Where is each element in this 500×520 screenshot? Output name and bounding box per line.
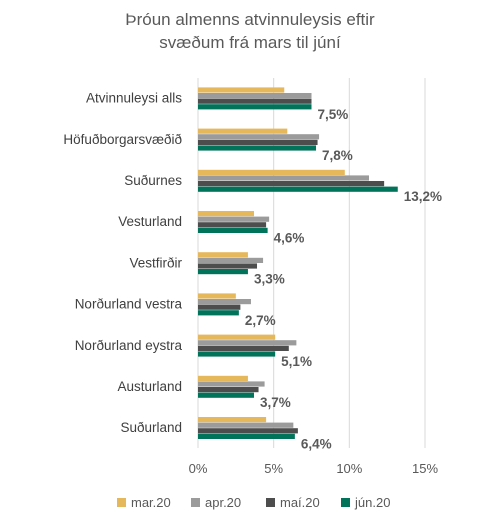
bar-jún.20-7	[198, 392, 254, 398]
category-label: Norðurland eystra	[75, 338, 183, 353]
data-label: 3,7%	[260, 395, 291, 410]
bar-mar.20-8	[198, 417, 267, 423]
bar-mar.20-3	[198, 211, 254, 217]
category-label: Höfuðborgarsvæðið	[63, 132, 182, 147]
category-label: Austurland	[117, 379, 182, 394]
legend-label: jún.20	[354, 495, 390, 510]
data-label: 6,4%	[301, 436, 332, 451]
category-label: Atvinnuleysi alls	[86, 91, 182, 106]
bar-maí.20-1	[198, 139, 318, 145]
bar-mar.20-5	[198, 293, 236, 299]
bar-jún.20-1	[198, 145, 317, 151]
bar-jún.20-2	[198, 186, 398, 192]
data-label: 13,2%	[404, 189, 442, 204]
bar-jún.20-3	[198, 227, 268, 233]
bar-maí.20-4	[198, 263, 258, 269]
bar-apr.20-3	[198, 216, 270, 222]
bar-maí.20-5	[198, 304, 241, 310]
category-label: Vesturland	[118, 214, 182, 229]
category-label: Suðurland	[120, 420, 182, 435]
bar-apr.20-5	[198, 299, 251, 305]
bar-jún.20-6	[198, 351, 276, 357]
data-label: 5,1%	[281, 354, 312, 369]
data-label: 2,7%	[245, 313, 276, 328]
data-label: 3,3%	[254, 272, 285, 287]
x-tick-label: 15%	[412, 461, 438, 476]
bar-jún.20-8	[198, 433, 295, 439]
legend-label: mar.20	[131, 495, 171, 510]
bar-jún.20-5	[198, 310, 239, 316]
bar-apr.20-8	[198, 422, 294, 428]
bar-mar.20-0	[198, 87, 285, 93]
category-label: Suðurnes	[124, 173, 182, 188]
x-tick-label: 0%	[189, 461, 208, 476]
legend-swatch-mar.20	[117, 498, 126, 507]
x-tick-label: 5%	[264, 461, 283, 476]
bar-mar.20-1	[198, 128, 288, 134]
bar-maí.20-7	[198, 387, 259, 393]
category-label: Vestfirðir	[129, 255, 182, 270]
bar-maí.20-0	[198, 98, 312, 104]
bar-maí.20-3	[198, 222, 267, 228]
legend-label: maí.20	[280, 495, 320, 510]
bar-apr.20-0	[198, 93, 312, 99]
bar-apr.20-4	[198, 257, 264, 263]
bar-apr.20-6	[198, 340, 297, 346]
bar-mar.20-2	[198, 169, 345, 175]
bar-jún.20-0	[198, 104, 312, 110]
legend-label: apr.20	[205, 495, 241, 510]
x-tick-label: 10%	[336, 461, 362, 476]
bar-maí.20-6	[198, 345, 289, 351]
bar-maí.20-8	[198, 428, 298, 434]
bar-jún.20-4	[198, 269, 248, 275]
data-label: 7,8%	[322, 148, 353, 163]
chart-title-line-2: svæðum frá mars til júní	[159, 33, 341, 52]
bar-mar.20-4	[198, 252, 248, 258]
legend-swatch-maí.20	[266, 498, 275, 507]
bar-apr.20-1	[198, 134, 320, 140]
bar-maí.20-2	[198, 181, 385, 187]
legend-swatch-jún.20	[341, 498, 350, 507]
bar-mar.20-6	[198, 334, 276, 340]
bar-apr.20-2	[198, 175, 370, 181]
data-label: 4,6%	[274, 230, 305, 245]
data-label: 7,5%	[318, 107, 349, 122]
chart-title-line-1: Þróun almenns atvinnuleysis eftir	[125, 10, 375, 29]
bar-mar.20-7	[198, 375, 248, 381]
category-label: Norðurland vestra	[75, 297, 183, 312]
legend-swatch-apr.20	[191, 498, 200, 507]
bar-apr.20-7	[198, 381, 265, 387]
